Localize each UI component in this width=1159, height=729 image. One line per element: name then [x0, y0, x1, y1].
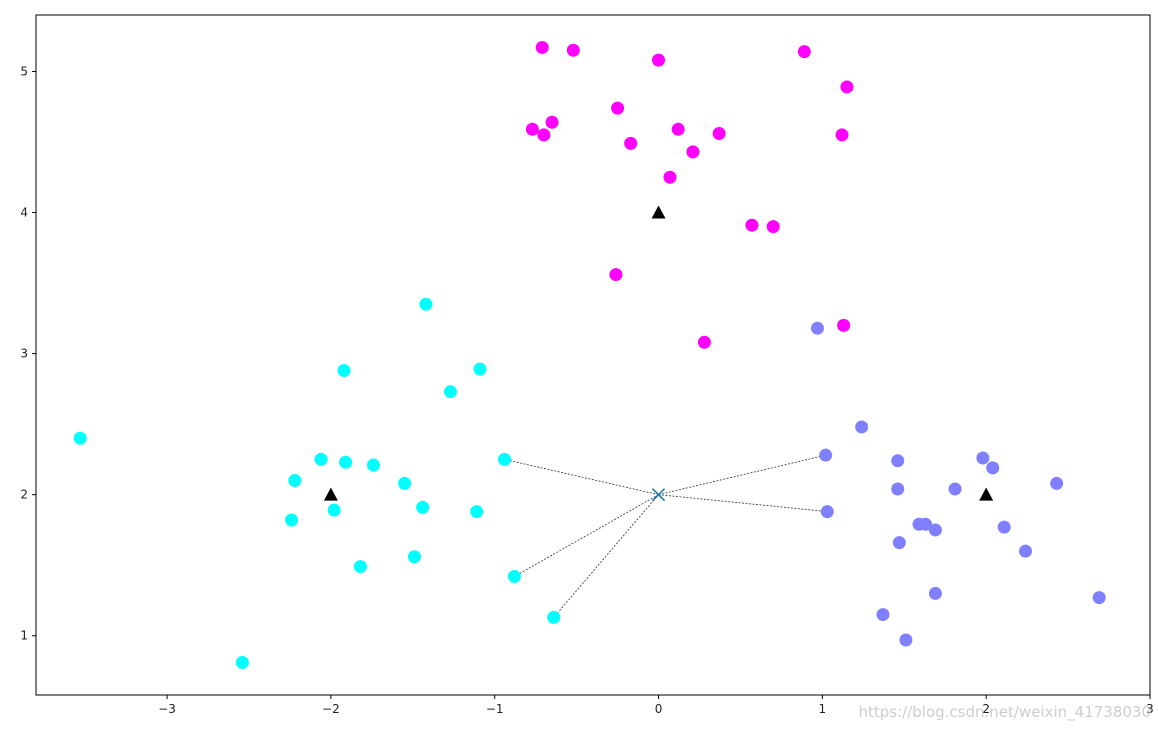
data-point [876, 608, 890, 622]
data-point [498, 452, 512, 466]
data-point [697, 335, 711, 349]
centroid-markers [323, 205, 994, 501]
data-point [337, 364, 351, 378]
x-tick-label: 1 [819, 702, 827, 716]
data-point [285, 513, 299, 527]
data-point [652, 53, 666, 67]
data-point [819, 448, 833, 462]
neighbor-line-3 [658, 454, 826, 496]
data-point [327, 503, 341, 517]
y-tick-label: 3 [20, 347, 28, 361]
data-point [810, 321, 824, 335]
data-point [407, 550, 421, 564]
watermark: https://blog.csdn.net/weixin_41738030 [858, 703, 1151, 721]
data-point [314, 452, 328, 466]
query-x-marker [651, 488, 666, 502]
data-point [840, 80, 854, 94]
data-point [986, 461, 1000, 475]
x-tick-label: 2 [982, 702, 990, 716]
y-tick-label: 2 [20, 488, 28, 502]
data-point [948, 482, 962, 496]
data-point [837, 318, 851, 332]
data-point [566, 43, 580, 57]
data-point [663, 170, 677, 184]
data-point [339, 455, 353, 469]
y-axis-ticks: 1 2 3 4 5 [20, 64, 36, 643]
plot-frame [35, 14, 1151, 696]
data-point [537, 128, 551, 142]
centroid-marker [979, 487, 994, 501]
data-point [1018, 544, 1032, 558]
data-point [745, 218, 759, 232]
data-point [235, 656, 249, 670]
data-point [547, 610, 561, 624]
centroid-marker [651, 205, 666, 219]
data-point [416, 500, 430, 514]
data-point [366, 458, 380, 472]
neighbor-line-1 [514, 494, 659, 577]
x-tick-label: 0 [655, 702, 663, 716]
data-point [891, 454, 905, 468]
data-point [609, 268, 623, 282]
y-tick-label: 1 [20, 629, 28, 643]
data-point [686, 145, 700, 159]
data-point [507, 569, 521, 583]
y-tick-label: 5 [20, 64, 28, 78]
data-point [470, 505, 484, 519]
data-point [892, 536, 906, 550]
data-point [712, 127, 726, 141]
data-point [997, 520, 1011, 534]
data-point [928, 523, 942, 537]
data-point [976, 451, 990, 465]
x-tick-label: −3 [158, 702, 176, 716]
data-point [443, 385, 457, 399]
data-point [820, 505, 834, 519]
x-tick-label: −2 [322, 702, 340, 716]
centroid-marker [323, 487, 338, 501]
data-point [525, 122, 539, 136]
neighbor-line-0 [504, 459, 659, 496]
x-axis-ticks: −3 −2 −1 0 1 2 3 [158, 695, 1154, 716]
data-point [73, 431, 87, 445]
data-point [545, 115, 559, 129]
data-point [419, 297, 433, 311]
x-tick-label: 3 [1146, 702, 1154, 716]
neighbor-line-2 [553, 494, 659, 618]
x-tick-label: −1 [486, 702, 504, 716]
y-tick-label: 4 [20, 206, 28, 220]
data-point [835, 128, 849, 142]
neighbor-lines [504, 454, 828, 618]
data-point [353, 560, 367, 574]
data-point [611, 101, 625, 115]
data-point [1050, 476, 1064, 490]
data-point [899, 633, 913, 647]
data-point [535, 40, 549, 54]
data-point [928, 586, 942, 600]
data-point [766, 220, 780, 234]
data-point [473, 362, 487, 376]
data-point [891, 482, 905, 496]
data-point [624, 136, 638, 150]
neighbor-line-4 [658, 494, 828, 512]
query-marker [651, 488, 666, 502]
data-point [919, 517, 933, 531]
data-point [797, 45, 811, 59]
data-point [855, 420, 869, 434]
data-point [1092, 591, 1106, 605]
data-point [671, 122, 685, 136]
data-point [398, 476, 412, 490]
data-point [288, 474, 302, 488]
data-points [73, 40, 1106, 670]
